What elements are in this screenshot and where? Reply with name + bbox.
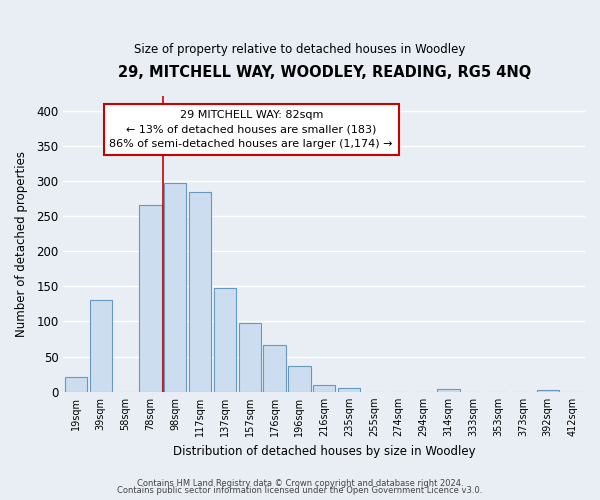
Bar <box>536 390 559 392</box>
Title: 29, MITCHELL WAY, WOODLEY, READING, RG5 4NQ: 29, MITCHELL WAY, WOODLEY, READING, RG5 … <box>118 65 531 80</box>
Bar <box>313 386 335 392</box>
Text: Contains public sector information licensed under the Open Government Licence v3: Contains public sector information licen… <box>118 486 482 495</box>
Bar <box>437 389 460 392</box>
X-axis label: Distribution of detached houses by size in Woodley: Distribution of detached houses by size … <box>173 444 476 458</box>
Bar <box>263 344 286 392</box>
Bar <box>65 377 87 392</box>
Text: Contains HM Land Registry data © Crown copyright and database right 2024.: Contains HM Land Registry data © Crown c… <box>137 478 463 488</box>
Bar <box>139 206 161 392</box>
Y-axis label: Number of detached properties: Number of detached properties <box>15 151 28 337</box>
Bar <box>288 366 311 392</box>
Text: Size of property relative to detached houses in Woodley: Size of property relative to detached ho… <box>134 42 466 56</box>
Bar <box>89 300 112 392</box>
Bar <box>164 183 187 392</box>
Bar <box>239 323 261 392</box>
Bar <box>338 388 360 392</box>
Bar <box>214 288 236 392</box>
Bar <box>189 192 211 392</box>
Text: 29 MITCHELL WAY: 82sqm
← 13% of detached houses are smaller (183)
86% of semi-de: 29 MITCHELL WAY: 82sqm ← 13% of detached… <box>109 110 393 150</box>
